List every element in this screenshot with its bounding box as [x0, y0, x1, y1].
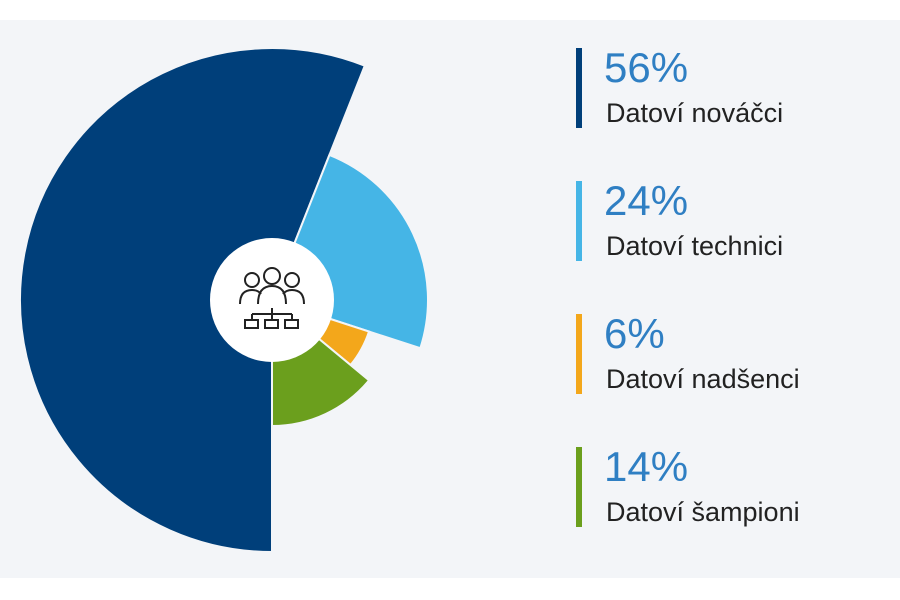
legend: 56% Datoví nováčci 24% Datoví technici 6% Dat… — [576, 44, 800, 527]
center-badge — [210, 238, 334, 362]
legend-label: Datoví nadšenci — [606, 364, 800, 394]
slice — [19, 47, 367, 554]
people-icon — [239, 267, 305, 329]
legend-value: 24% — [604, 177, 688, 224]
legend-label: Datoví nováčci — [606, 98, 783, 128]
legend-value: 6% — [604, 310, 665, 357]
legend-value: 56% — [604, 44, 688, 91]
legend-swatch — [576, 48, 582, 128]
pie — [19, 47, 429, 554]
legend-label: Datoví šampioni — [606, 497, 800, 527]
legend-value: 14% — [604, 443, 688, 490]
legend-swatch — [576, 181, 582, 261]
legend-label: Datoví technici — [606, 231, 783, 261]
legend-swatch — [576, 447, 582, 527]
legend-swatch — [576, 314, 582, 394]
